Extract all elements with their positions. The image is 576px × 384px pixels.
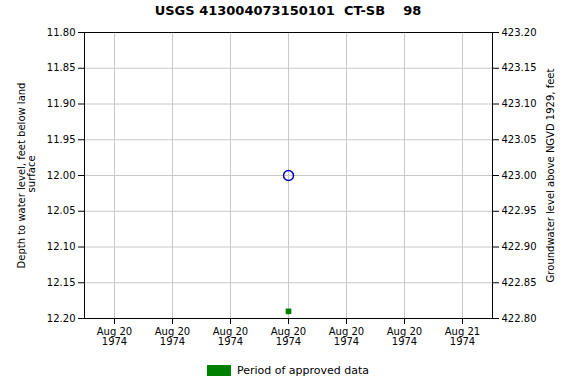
html-text:USGS 413004073150101 CT-SB 98: USGS 413004073150101 CT-SB 98 xyxy=(154,3,422,18)
svg-text:Aug 211974: Aug 211974 xyxy=(445,326,480,347)
svg-text:12.05: 12.05 xyxy=(47,205,76,216)
svg-text:423.20: 423.20 xyxy=(502,27,537,38)
svg-text:423.10: 423.10 xyxy=(502,98,537,109)
svg-text:Aug 201974: Aug 201974 xyxy=(387,326,422,347)
svg-text:422.90: 422.90 xyxy=(502,241,537,252)
svg-text:423.00: 423.00 xyxy=(502,170,537,181)
svg-text:422.95: 422.95 xyxy=(502,205,537,216)
svg-text:Aug 201974: Aug 201974 xyxy=(155,326,190,347)
svg-text:422.80: 422.80 xyxy=(502,313,537,324)
svg-text:Aug 201974: Aug 201974 xyxy=(329,326,364,347)
svg-text:Aug 201974: Aug 201974 xyxy=(271,326,306,347)
html-text:Period of approved data: Period of approved data xyxy=(236,363,370,377)
svg-text:12.00: 12.00 xyxy=(47,170,76,181)
svg-text:Aug 201974: Aug 201974 xyxy=(213,326,248,347)
svg-text:12.20: 12.20 xyxy=(47,313,76,324)
svg-text:11.90: 11.90 xyxy=(47,98,76,109)
svg-text:12.10: 12.10 xyxy=(47,241,76,252)
svg-text:423.05: 423.05 xyxy=(502,134,537,145)
svg-text:11.95: 11.95 xyxy=(47,134,76,145)
svg-text:12.15: 12.15 xyxy=(47,277,76,288)
svg-text:Depth to water level, feet bel: Depth to water level, feet below land su… xyxy=(16,83,37,269)
svg-text:423.15: 423.15 xyxy=(502,62,537,73)
svg-text:Aug 201974: Aug 201974 xyxy=(97,326,132,347)
svg-text:Groundwater level above NGVD 1: Groundwater level above NGVD 1929, feet xyxy=(545,69,556,283)
svg-text:11.80: 11.80 xyxy=(47,27,76,38)
svg-text:422.85: 422.85 xyxy=(502,277,537,288)
svg-text:11.85: 11.85 xyxy=(47,62,76,73)
